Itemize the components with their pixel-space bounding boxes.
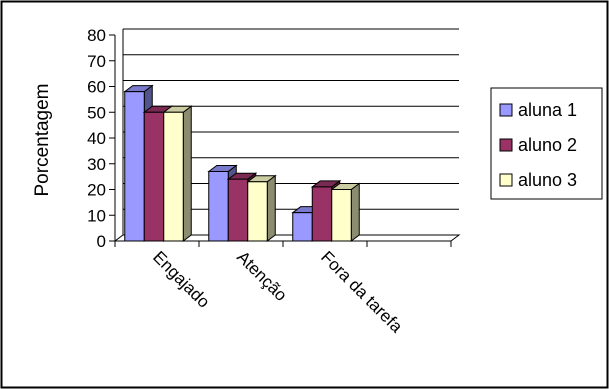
bar xyxy=(331,189,352,242)
bar xyxy=(124,91,145,242)
y-axis-title: Porcentagem xyxy=(32,83,53,196)
y-tick-label: 50 xyxy=(87,103,106,122)
legend-label: aluna 1 xyxy=(518,100,577,120)
y-tick-label: 80 xyxy=(87,26,106,45)
legend-swatch xyxy=(499,103,513,117)
bar xyxy=(208,170,229,242)
bar xyxy=(247,181,268,242)
bar xyxy=(163,111,184,242)
legend-label: aluno 3 xyxy=(518,170,577,190)
bar xyxy=(143,111,165,242)
legend-swatch xyxy=(499,138,513,152)
bar xyxy=(227,178,249,242)
y-tick-label: 60 xyxy=(87,78,106,97)
y-tick-label: 40 xyxy=(87,129,106,148)
y-tick-label: 20 xyxy=(87,181,106,200)
legend: aluna 1 aluno 2 aluno 3 xyxy=(490,87,603,200)
legend-label: aluno 2 xyxy=(518,135,577,155)
bar xyxy=(311,186,333,242)
y-tick-label: 30 xyxy=(87,155,106,174)
y-tick-label: 70 xyxy=(87,52,106,71)
bar-side xyxy=(350,182,360,242)
bar-side xyxy=(182,105,192,242)
bar-side xyxy=(266,174,276,242)
y-tick-label: 0 xyxy=(97,232,106,251)
y-tick-label: 10 xyxy=(87,206,106,225)
bar xyxy=(292,212,313,242)
legend-swatch xyxy=(499,173,513,187)
